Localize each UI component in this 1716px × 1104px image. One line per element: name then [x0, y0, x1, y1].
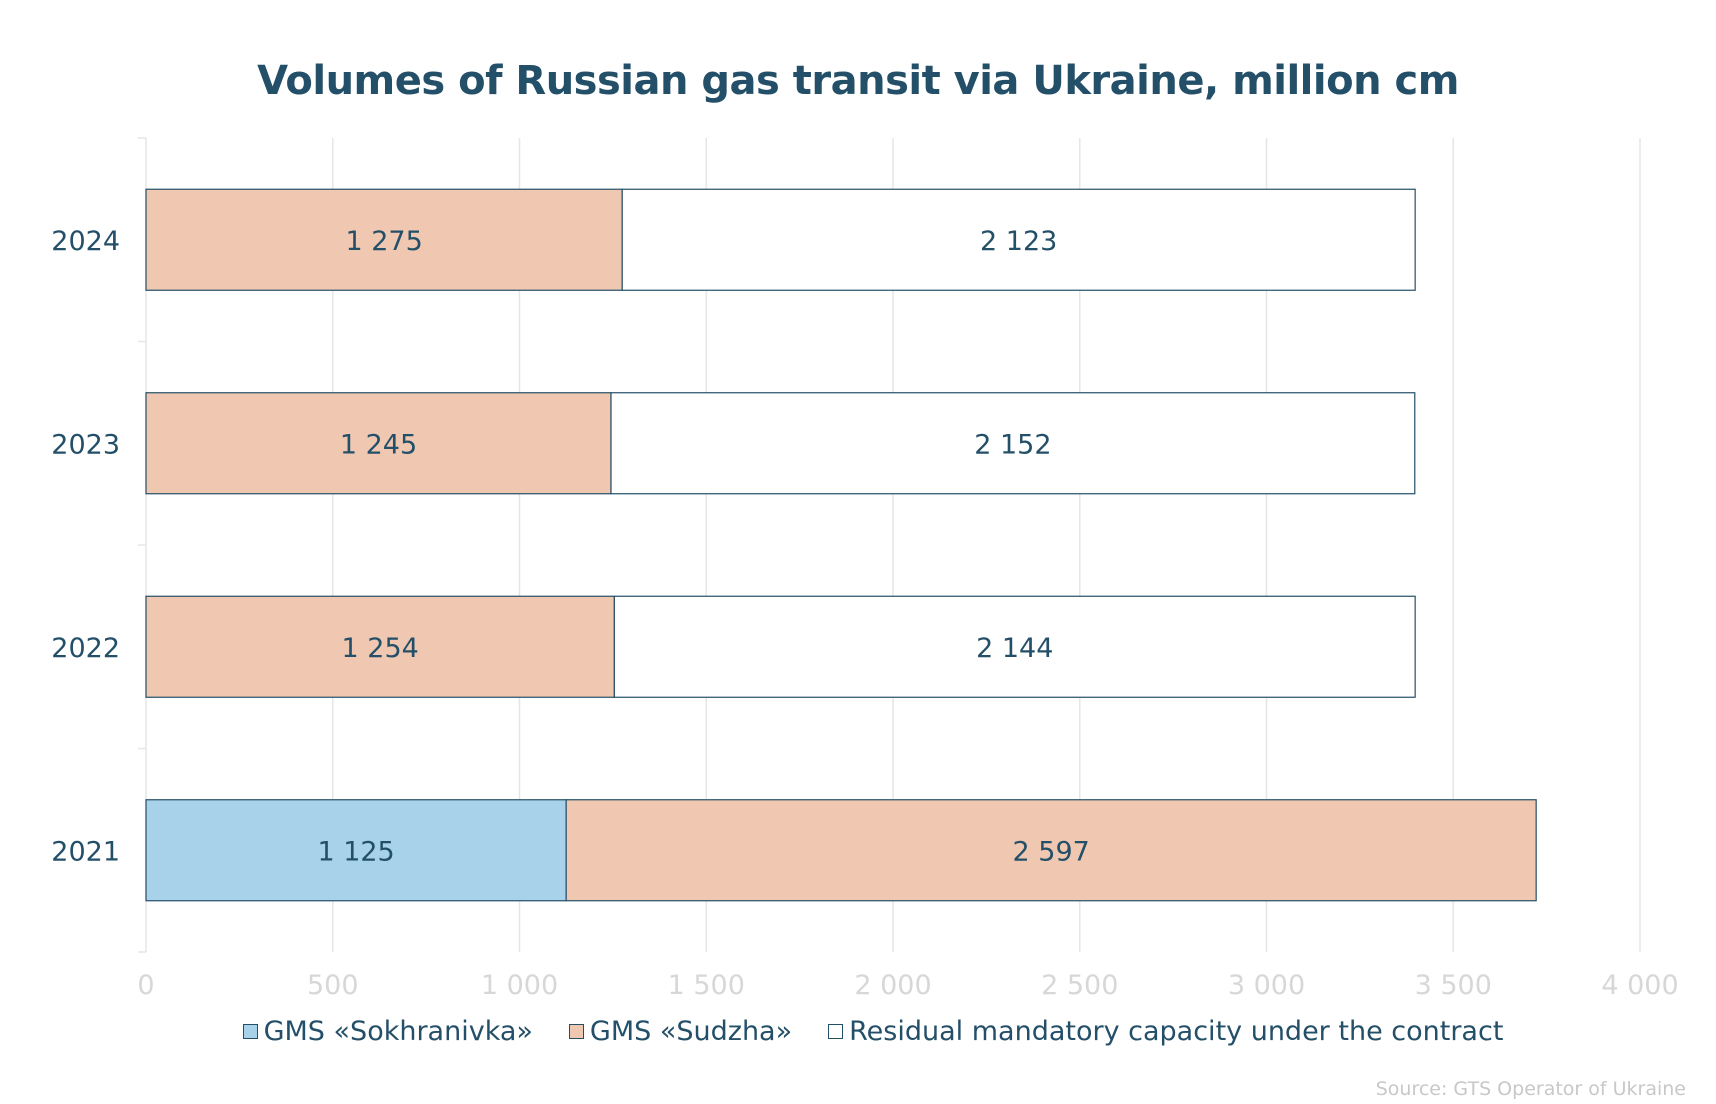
- bar-2024-series-1: [145, 188, 623, 291]
- data-label-2024-series-1: 1 275: [345, 226, 422, 257]
- data-label-2023-series-2: 2 152: [974, 429, 1051, 460]
- chart-plot: 1 275 2 123 1 245 2 152 1 254 2 144 1 125 2 597…: [51, 137, 1679, 1001]
- source-note: Source: GTS Operator of Ukraine: [1375, 1078, 1686, 1100]
- bar-2022-series-2: [613, 595, 1416, 698]
- legend-swatch: [242, 1024, 258, 1039]
- data-label-2021-series-0: 1 125: [317, 836, 394, 867]
- y-category-label-2021: 2021: [51, 836, 120, 867]
- x-tick-label: 4 000: [1601, 970, 1678, 1001]
- legend-swatch: [568, 1024, 584, 1039]
- data-label-2021-series-1: 2 597: [1013, 836, 1090, 867]
- data-label-2022-series-2: 2 144: [976, 633, 1053, 664]
- data-label-2023-series-1: 1 245: [340, 429, 417, 460]
- legend-item-2: Residual mandatory capacity under the co…: [828, 1016, 1503, 1047]
- bar-2021-series-1: [565, 799, 1537, 902]
- bar-2023-series-2: [610, 392, 1416, 495]
- chart-title: Volumes of Russian gas transit via Ukrai…: [257, 58, 1459, 104]
- legend-item-1: GMS «Sudzha»: [568, 1016, 793, 1047]
- data-label-2022-series-1: 1 254: [342, 633, 419, 664]
- x-axis-labels: 0 500 1 000 1 500 2 000 2 500 3 000 3 500 4 000: [137, 970, 1678, 1001]
- x-tick-label: 500: [307, 970, 359, 1001]
- x-tick-label: 2 500: [1041, 970, 1118, 1001]
- x-tick-label: 3 500: [1415, 970, 1492, 1001]
- y-category-label-2022: 2022: [51, 633, 120, 664]
- bar-2023-series-1: [145, 392, 612, 495]
- bar-2024-series-2: [621, 188, 1416, 291]
- legend-swatch: [828, 1024, 844, 1039]
- legend-label: GMS «Sudzha»: [589, 1016, 793, 1047]
- y-axis-labels: 2024 2023 2022 2021: [51, 226, 120, 868]
- legend-label: GMS «Sokhranivka»: [263, 1016, 533, 1047]
- legend-label: Residual mandatory capacity under the co…: [849, 1016, 1504, 1047]
- bars: [145, 188, 1537, 902]
- y-axis-ticks: [138, 137, 146, 953]
- bar-2021-series-0: [145, 799, 567, 902]
- legend-item-0: GMS «Sokhranivka»: [242, 1016, 533, 1047]
- x-tick-label: 1 500: [668, 970, 745, 1001]
- x-tick-label: 2 000: [854, 970, 931, 1001]
- legend: GMS «Sokhranivka» GMS «Sudzha» Residual ma…: [0, 1016, 1716, 1047]
- x-tick-label: 1 000: [481, 970, 558, 1001]
- x-tick-label: 3 000: [1228, 970, 1305, 1001]
- x-tick-label: 0: [137, 970, 154, 1001]
- y-category-label-2023: 2023: [51, 429, 120, 460]
- y-category-label-2024: 2024: [51, 226, 120, 257]
- data-labels: 1 275 2 123 1 245 2 152 1 254 2 144 1 125 2 597: [317, 226, 1089, 868]
- data-label-2024-series-2: 2 123: [980, 226, 1057, 257]
